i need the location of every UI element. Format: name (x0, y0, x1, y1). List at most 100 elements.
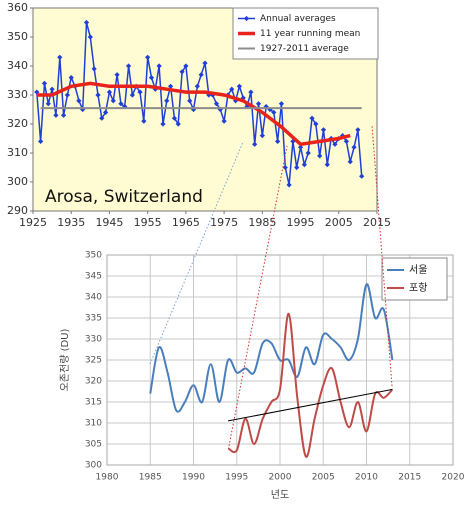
point-marker (87, 34, 93, 40)
point-marker (252, 141, 258, 147)
point-marker (68, 75, 74, 81)
point-marker (213, 101, 220, 107)
x-tick-label: 1965 (172, 216, 200, 229)
point-marker (110, 98, 116, 104)
point-marker (168, 83, 174, 89)
point-marker (175, 121, 181, 127)
point-marker (324, 162, 330, 168)
point-marker (183, 63, 189, 69)
y-tick-label: 330 (85, 335, 102, 345)
legend-label: 서울 (409, 264, 427, 276)
point-marker (64, 92, 70, 98)
point-marker (229, 86, 235, 92)
y-tick-label: 330 (7, 88, 28, 101)
x-tick-label: 1990 (182, 473, 205, 483)
y-tick-label: 340 (85, 293, 102, 303)
series-line (228, 388, 393, 422)
point-marker (194, 83, 200, 89)
x-tick-label: 1985 (139, 473, 162, 483)
point-marker (305, 150, 311, 156)
x-tick-label: 2005 (312, 473, 335, 483)
point-marker (41, 80, 48, 86)
point-marker (38, 138, 44, 145)
point-marker (320, 127, 327, 133)
x-tick-label: 1975 (210, 216, 238, 229)
legend-box (232, 7, 379, 60)
point-marker (129, 92, 135, 98)
point-marker (95, 92, 101, 98)
point-marker (103, 109, 109, 115)
x-tick-label: 1935 (57, 216, 85, 229)
point-marker (57, 54, 63, 60)
point-marker (164, 98, 170, 104)
point-marker (198, 72, 204, 78)
y-tick-label: 335 (85, 314, 102, 324)
point-marker (351, 144, 357, 150)
connector (149, 141, 244, 365)
point-marker (317, 153, 323, 159)
y-tick-label: 350 (85, 251, 102, 261)
point-marker (179, 69, 185, 75)
point-marker (221, 118, 227, 124)
point-marker (49, 86, 55, 92)
y-tick-label: 320 (7, 117, 28, 130)
y-tick-label: 325 (85, 356, 102, 366)
point-marker (114, 72, 120, 78)
connector (371, 124, 393, 387)
point-marker (286, 182, 292, 188)
y-tick-label: 315 (85, 398, 102, 408)
y-tick-label: 350 (7, 30, 28, 43)
point-marker (282, 164, 288, 171)
chart: 290 300 310 320 330 340 350 360 1925 1935 1945 1955… (7, 1, 391, 229)
y-tick-label: 360 (7, 1, 28, 14)
y-tick-label: 300 (85, 461, 102, 471)
x-tick-label: 2005 (325, 216, 353, 229)
x-tick-label: 2015 (398, 473, 421, 483)
point-marker (309, 115, 315, 121)
point-marker (141, 118, 147, 124)
point-marker (125, 63, 132, 69)
y-tick-label: 310 (85, 419, 102, 429)
y-tick-label: 320 (85, 377, 102, 387)
series-line (36, 81, 351, 147)
legend-label: 11 year running mean (260, 29, 360, 39)
point-marker (60, 112, 67, 118)
point-marker (118, 101, 124, 107)
point-marker (171, 115, 178, 121)
x-tick-label: 1985 (248, 216, 276, 229)
point-marker (294, 164, 300, 171)
x-tick-label: 2015 (363, 216, 391, 229)
series-line (149, 283, 394, 413)
point-marker (275, 138, 281, 145)
legend-label: Annual averages (260, 14, 336, 24)
point-marker (248, 89, 254, 95)
x-tick-label: 1980 (96, 473, 119, 483)
point-marker (301, 162, 307, 168)
point-marker (99, 115, 105, 121)
legend-label: 포항 (409, 282, 427, 294)
x-tick-label: 2000 (269, 473, 292, 483)
legend-label: 1927-2011 average (260, 44, 349, 54)
y-axis-label: 오존전량 (DU) (59, 329, 71, 392)
x-tick-label: 2010 (355, 473, 378, 483)
point-marker (148, 75, 155, 81)
point-marker (83, 19, 90, 26)
point-marker (217, 106, 223, 113)
x-tick-label: 1995 (287, 216, 315, 229)
point-marker (160, 121, 166, 127)
y-tick-label: 300 (7, 175, 28, 188)
x-tick-label: 1945 (95, 216, 123, 229)
y-tick-label: 310 (7, 146, 28, 159)
x-tick-label: 1995 (225, 473, 248, 483)
legend-box (381, 257, 448, 301)
chart: 300 305 310 315 320 325 330 335 340 345 350 1980 198… (59, 251, 465, 502)
annotation: Arosa, Switzerland (45, 187, 203, 207)
x-tick-label: 1955 (134, 216, 162, 229)
point-marker (255, 101, 262, 107)
point-marker (91, 66, 97, 72)
point-marker (187, 98, 193, 104)
point-marker (340, 133, 346, 139)
y-tick-label: 305 (85, 440, 102, 450)
point-marker (290, 138, 296, 145)
plot-border (106, 254, 454, 466)
